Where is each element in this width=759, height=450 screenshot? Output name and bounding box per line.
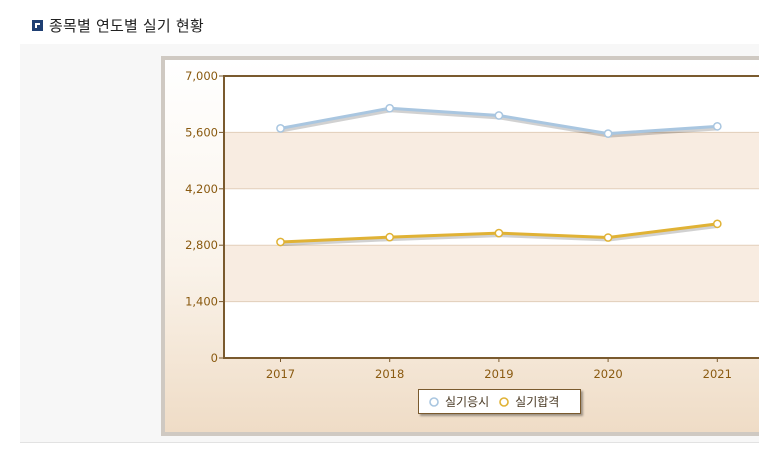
series-1-point [276,237,285,247]
chart-frame: 0 1,400 2,800 4,200 5,600 7,000 2017 2018 2019 20… [161,56,759,436]
section-header: 종목별 연도별 실기 현황 [32,14,204,36]
series-0-point [712,122,722,131]
y-tick-label: 4,200 [185,182,218,196]
grid-band [224,132,759,189]
y-tick-label: 7,000 [185,69,218,83]
y-tick-label: 1,400 [185,295,218,309]
legend-apply-label: 실기응시 [445,395,490,409]
y-tick-label: 2,800 [185,238,218,252]
x-tick-label: 2020 [593,367,622,381]
x-tick-label: 2017 [266,367,295,381]
page-title: 종목별 연도별 실기 현황 [49,16,204,35]
legend-pass-label: 실기합격 [515,395,560,409]
x-tick-label: 2018 [375,367,404,381]
x-tick-label: 2019 [484,367,513,381]
legend-pass-marker-icon [499,396,509,407]
legend-apply-marker-icon [429,396,439,407]
legend-item-pass: 실기합격 [497,393,559,410]
series-1-point [712,219,722,229]
x-tick-label: 2021 [703,367,732,381]
legend-item-apply: 실기응시 [427,393,489,410]
plot-border [223,75,759,359]
series-1-point [385,232,395,242]
series-0-point [494,111,504,120]
bullet-icon [32,19,43,31]
series-1-point [603,233,613,242]
series-0-point [603,129,613,138]
y-tick-label: 0 [211,351,218,365]
chart-legend: 실기응시 실기합격 [418,389,581,414]
grid-band [224,245,759,302]
series-1-point [494,228,504,238]
line-chart: 0 1,400 2,800 4,200 5,600 7,000 2017 2018 2019 20… [185,69,759,381]
y-tick-label: 5,600 [185,125,218,139]
series-0-point [276,124,285,133]
series-0-point [385,103,395,113]
